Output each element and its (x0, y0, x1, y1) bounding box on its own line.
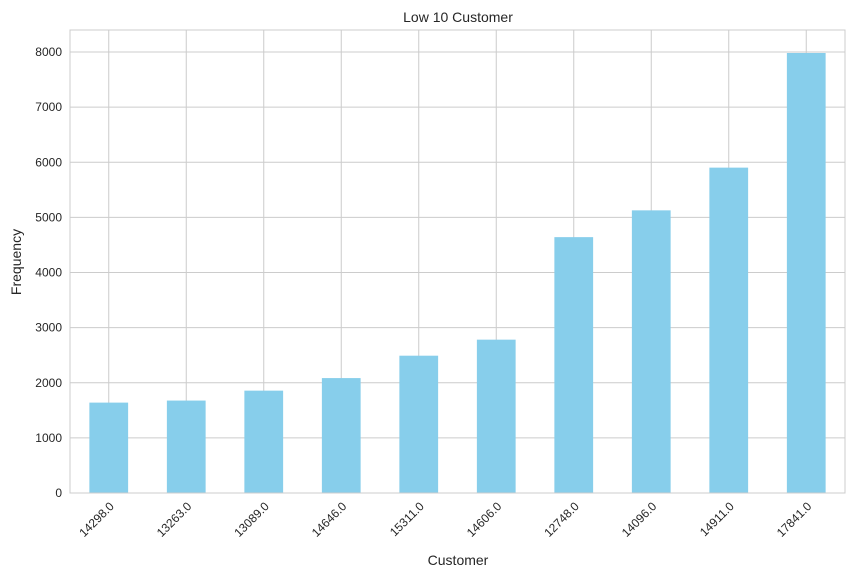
x-tick-label: 17841.0 (774, 499, 815, 540)
x-tick-label: 14096.0 (619, 499, 660, 540)
x-tick-label: 14911.0 (697, 499, 737, 539)
x-tick-label: 13089.0 (231, 499, 272, 540)
x-tick-label: 14606.0 (464, 499, 505, 540)
bar-14911.0 (709, 167, 749, 493)
y-tick-label: 4000 (35, 266, 62, 280)
x-tick-label: 14298.0 (76, 499, 117, 540)
y-tick-labels: 0 1000 2000 3000 4000 5000 6000 7000 8000 (35, 45, 62, 500)
bar-13089.0 (244, 390, 284, 493)
bar-14096.0 (631, 210, 671, 493)
y-tick-label: 7000 (35, 100, 62, 114)
x-tick-label: 14646.0 (309, 499, 350, 540)
bar-14646.0 (321, 378, 361, 493)
y-tick-label: 8000 (35, 45, 62, 59)
bar-13263.0 (166, 400, 206, 493)
y-tick-label: 0 (55, 486, 62, 500)
y-tick-label: 6000 (35, 155, 62, 169)
bar-14606.0 (476, 339, 516, 493)
bar-layer (89, 52, 826, 493)
y-tick-label: 3000 (35, 321, 62, 335)
y-axis-title: Frequency (8, 229, 24, 295)
y-tick-label: 5000 (35, 210, 62, 224)
x-tick-label: 12748.0 (541, 499, 582, 540)
x-tick-labels: 14298.0 13263.0 13089.0 14646.0 15311.0 14606… (76, 499, 814, 540)
bar-15311.0 (399, 355, 439, 493)
y-tick-label: 1000 (35, 431, 62, 445)
x-axis-title: Customer (428, 552, 489, 568)
bar-12748.0 (554, 237, 594, 493)
x-tick-label: 13263.0 (154, 499, 195, 540)
x-tick-label: 15311.0 (387, 499, 427, 539)
bar-17841.0 (786, 52, 826, 493)
y-tick-label: 2000 (35, 376, 62, 390)
plot-frame (69, 29, 846, 494)
bar-14298.0 (89, 402, 129, 493)
plot-border (69, 29, 846, 494)
chart-title: Low 10 Customer (403, 9, 513, 25)
